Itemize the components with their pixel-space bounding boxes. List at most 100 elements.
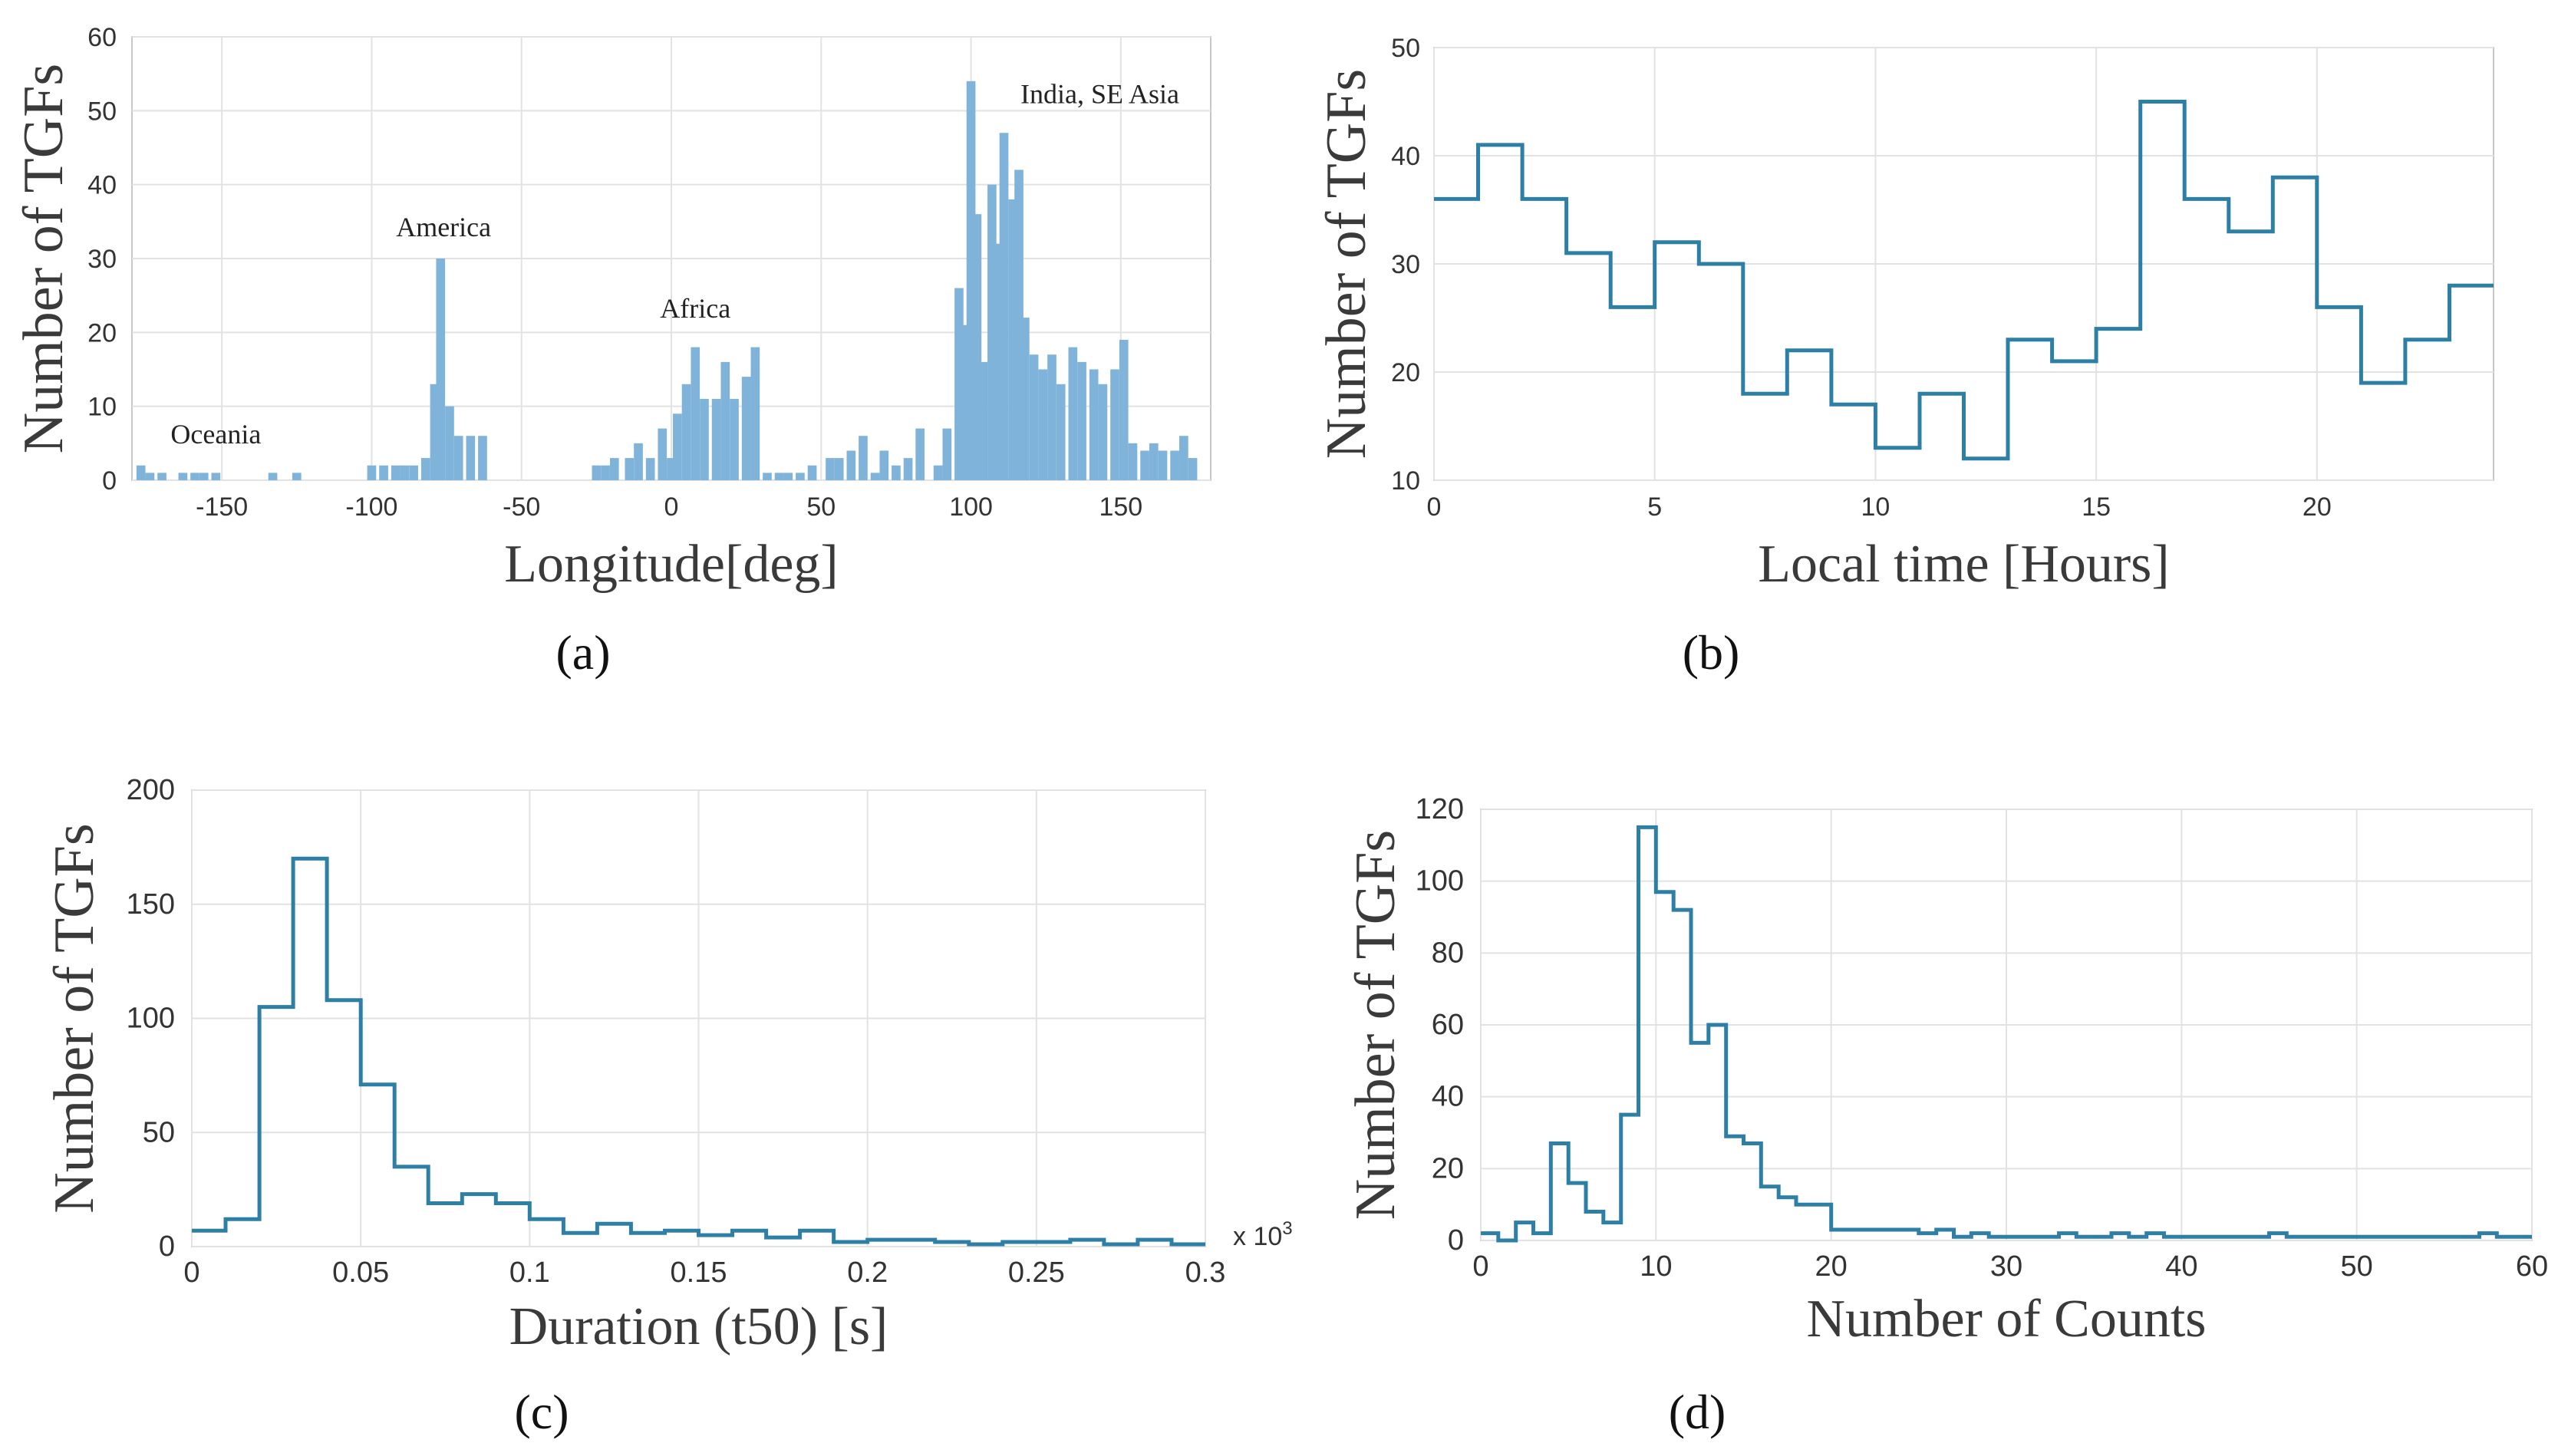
- bar-a: [783, 473, 793, 480]
- y-tick-label-b: 20: [1391, 358, 1420, 387]
- bar-a: [1008, 199, 1018, 480]
- y-tick-label-c: 200: [127, 774, 175, 806]
- y-tick-label-a: 60: [87, 23, 117, 52]
- y-tick-label-c: 50: [143, 1116, 175, 1148]
- x-multiplier-c: x 103: [1233, 1218, 1293, 1251]
- bar-a: [1020, 318, 1030, 480]
- y-tick-label-b: 30: [1391, 250, 1420, 279]
- chart-panel-b: 0 5 10 15 20 10 20 30 40 50 Local time [Hours] Numb…: [1315, 34, 2494, 680]
- x-axis-label-a: Longitude[deg]: [504, 535, 838, 594]
- bar-a: [367, 465, 377, 480]
- y-tick-label-d: 80: [1432, 937, 1464, 969]
- annotation-a: Africa: [660, 293, 730, 324]
- x-tick-label-c: 0: [183, 1257, 199, 1289]
- bar-a: [420, 458, 430, 480]
- bar-a: [136, 465, 146, 480]
- bar-a: [1158, 450, 1168, 480]
- bar-a: [157, 473, 166, 480]
- y-axis-label-a: Number of TGFs: [12, 64, 75, 453]
- bar-a: [730, 399, 739, 480]
- bar-a: [993, 243, 1003, 480]
- chart-panel-c: 0 0.05 0.1 0.15 0.2 0.25 0.3 0 50 100 150 200 Durati…: [43, 774, 1293, 1439]
- bar-a: [1179, 436, 1188, 480]
- bar-a: [978, 361, 988, 480]
- bar-a: [915, 428, 925, 480]
- x-tick-label-b: 15: [2082, 492, 2111, 522]
- x-tick-label-d: 50: [2341, 1250, 2373, 1283]
- bar-a: [1098, 384, 1108, 480]
- bar-a: [774, 473, 784, 480]
- bar-a: [999, 133, 1009, 480]
- caption-a: (a): [555, 625, 610, 680]
- bar-a: [1170, 450, 1179, 480]
- x-axis-label-b: Local time [Hours]: [1758, 535, 2169, 594]
- bar-a: [826, 458, 835, 480]
- y-tick-label-d: 40: [1432, 1081, 1464, 1113]
- bar-a: [1188, 458, 1198, 480]
- chart-panel-d: 0 10 20 30 40 50 60 0 20 40 60 80 100 120 Number of Co…: [1344, 793, 2548, 1439]
- x-tick-label-d: 40: [2165, 1250, 2197, 1283]
- y-tick-label-c: 0: [159, 1230, 175, 1263]
- bar-a: [211, 473, 221, 480]
- bar-a: [199, 473, 209, 480]
- x-tick-label-b: 20: [2303, 492, 2332, 522]
- x-tick-label-c: 0.05: [332, 1257, 389, 1289]
- bar-a: [379, 465, 388, 480]
- x-tick-label-d: 10: [1640, 1250, 1672, 1283]
- bar-a: [1014, 170, 1024, 480]
- bar-a: [1068, 347, 1078, 480]
- bar-a: [1029, 354, 1039, 480]
- caption-d: (d): [1669, 1385, 1726, 1439]
- bar-a: [478, 436, 487, 480]
- chart-panel-a: -150 -100 -50 0 50 100 150 0 10 20 30 40 50 60 Longitu…: [12, 23, 1211, 680]
- x-tick-label-d: 20: [1815, 1250, 1848, 1283]
- bar-a: [1089, 369, 1099, 480]
- bar-a: [601, 465, 610, 480]
- bar-a: [933, 465, 943, 480]
- y-axis-label-d: Number of TGFs: [1344, 830, 1407, 1220]
- x-tick-label-c: 0.15: [671, 1257, 727, 1289]
- caption-b: (b): [1683, 625, 1740, 680]
- x-tick-label-d: 30: [1990, 1250, 2022, 1283]
- bar-a: [903, 458, 913, 480]
- y-tick-label-d: 0: [1448, 1224, 1464, 1257]
- bar-a: [1077, 361, 1086, 480]
- bar-a: [942, 428, 952, 480]
- y-tick-label-d: 20: [1432, 1152, 1464, 1184]
- bar-a: [1149, 443, 1159, 480]
- y-tick-label-a: 30: [87, 245, 117, 274]
- series-line-b: [1434, 100, 2494, 461]
- bar-a: [625, 458, 635, 480]
- bar-a: [466, 436, 476, 480]
- x-tick-label-a: -100: [345, 492, 397, 522]
- bar-a: [750, 347, 760, 480]
- x-axis-label-c: Duration (t50) [s]: [509, 1297, 888, 1356]
- bar-a: [846, 450, 856, 480]
- bar-a: [609, 458, 619, 480]
- bar-a: [796, 473, 805, 480]
- y-tick-label-a: 40: [87, 171, 117, 200]
- bar-a: [667, 458, 676, 480]
- bar-a: [292, 473, 302, 480]
- x-tick-label-a: 50: [806, 492, 836, 522]
- x-tick-label-a: 150: [1099, 492, 1142, 522]
- bar-a: [672, 413, 682, 480]
- y-axis-label-c: Number of TGFs: [43, 823, 106, 1213]
- x-multiplier-exponent: 3: [1282, 1218, 1292, 1239]
- x-tick-label-b: 0: [1427, 492, 1442, 522]
- x-multiplier-base: x 10: [1233, 1222, 1282, 1251]
- x-tick-label-a: 0: [664, 492, 679, 522]
- bar-a: [400, 465, 410, 480]
- bar-a: [966, 81, 976, 481]
- x-tick-label-c: 0.3: [1185, 1257, 1226, 1289]
- bar-a: [436, 259, 446, 480]
- x-axis-label-d: Number of Counts: [1806, 1290, 2206, 1349]
- bar-a: [1140, 450, 1149, 480]
- bar-a: [711, 399, 721, 480]
- series-line-d: [1481, 825, 2532, 1243]
- bar-a: [960, 324, 970, 480]
- y-tick-label-b: 50: [1391, 34, 1420, 63]
- y-tick-label-a: 50: [87, 97, 117, 126]
- bar-a: [1056, 384, 1066, 480]
